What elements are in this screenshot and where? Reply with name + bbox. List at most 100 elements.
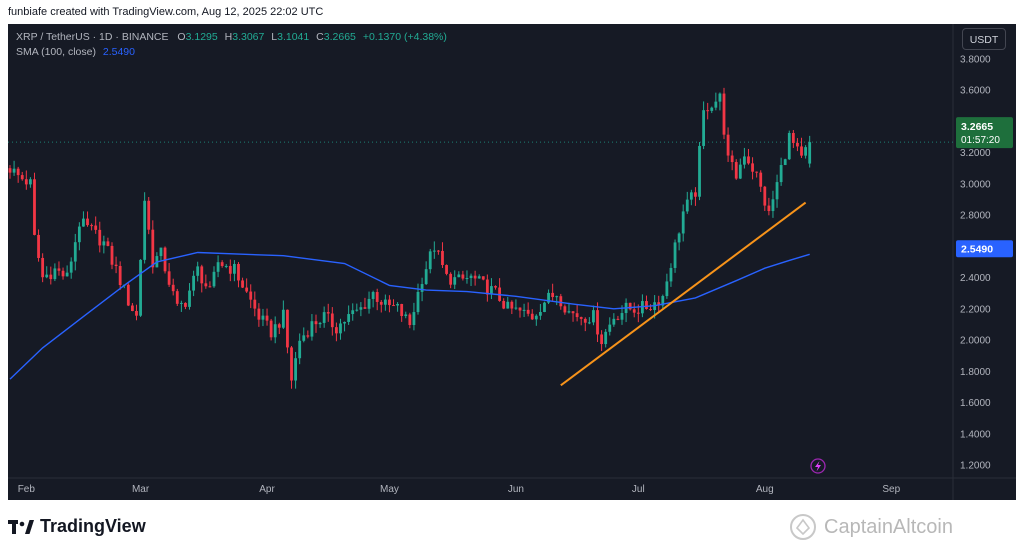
candle-body <box>685 199 689 212</box>
price-chart[interactable]: 1.2000 1.4000 1.6000 1.8000 2.0000 2.2000 2.40… <box>8 24 1016 500</box>
footer: TradingView CaptainAltcoin <box>0 500 1024 553</box>
low-value: 3.1041 <box>277 31 310 43</box>
candle-body <box>151 229 155 268</box>
candle-body <box>16 168 20 176</box>
candle-body <box>61 270 65 277</box>
candles-group <box>8 87 812 389</box>
candle-body <box>290 347 293 381</box>
candle-body <box>41 257 45 278</box>
candle-body <box>420 284 424 292</box>
candle-body <box>787 132 791 160</box>
candle-body <box>628 302 632 310</box>
candle-body <box>57 268 61 271</box>
y-tick-label: 1.2000 <box>960 461 991 472</box>
candle-body <box>457 274 461 278</box>
candle-body <box>29 179 32 185</box>
last-price-badge <box>956 117 1013 149</box>
candle-body <box>33 179 36 235</box>
candle-body <box>383 299 387 305</box>
candle-body <box>249 291 253 300</box>
candle-body <box>330 313 334 328</box>
candle-body <box>269 320 273 338</box>
close-value: 3.2665 <box>323 31 356 43</box>
candle-body <box>53 268 57 280</box>
candle-body <box>77 226 81 243</box>
candle-body <box>567 311 571 313</box>
candle-body <box>302 335 306 341</box>
candle-body <box>808 142 812 164</box>
candle-body <box>437 250 440 252</box>
candle-body <box>167 271 171 285</box>
candle-body <box>636 312 640 314</box>
candle-body <box>796 142 799 147</box>
candle-body <box>510 301 514 309</box>
last-price-text: 3.2665 <box>961 121 993 133</box>
candle-body <box>204 283 208 287</box>
candle-body <box>110 245 114 265</box>
candle-body <box>359 307 363 310</box>
candle-body <box>416 291 420 313</box>
candle-body <box>404 314 408 317</box>
candle-body <box>371 292 375 299</box>
candle-body <box>220 262 224 266</box>
candle-body <box>661 296 665 306</box>
candle-body <box>118 265 122 286</box>
candle-body <box>114 264 118 266</box>
candle-body <box>579 317 583 319</box>
candle-body <box>298 340 302 359</box>
candle-body <box>469 275 473 279</box>
sma-value: 2.5490 <box>102 46 135 58</box>
candle-body <box>339 323 342 334</box>
candle-body <box>600 334 603 345</box>
candle-body <box>490 286 493 295</box>
chart-pane[interactable]: 1.2000 1.4000 1.6000 1.8000 2.0000 2.2000 2.40… <box>8 24 1016 500</box>
open-value: 3.1295 <box>185 31 218 43</box>
candle-body <box>775 182 779 200</box>
candle-body <box>543 302 546 312</box>
symbol-label[interactable]: XRP / TetherUS · 1D · BINANCE <box>16 31 169 43</box>
candle-body <box>428 251 432 270</box>
candle-body <box>351 310 355 315</box>
candle-body <box>673 242 677 268</box>
candle-body <box>400 303 404 317</box>
candle-body <box>441 250 444 266</box>
candle-body <box>514 307 518 309</box>
candle-body <box>388 299 391 306</box>
candle-body <box>245 287 249 292</box>
candle-body <box>539 311 542 316</box>
candle-body <box>306 335 310 337</box>
countdown-text: 01:57:20 <box>961 135 1000 146</box>
candle-body <box>694 192 697 197</box>
candle-body <box>322 312 326 323</box>
candle-body <box>200 266 204 284</box>
tradingview-logo[interactable]: TradingView <box>8 516 146 537</box>
y-tick-label: 2.4000 <box>960 273 991 284</box>
candle-body <box>408 314 412 326</box>
candle-body <box>126 284 130 306</box>
candle-body <box>257 308 261 320</box>
candle-body <box>563 306 567 313</box>
x-tick-label: Jun <box>508 484 524 495</box>
candle-body <box>237 263 240 281</box>
candle-body <box>559 296 563 307</box>
candle-body <box>632 309 636 313</box>
candle-body <box>281 309 285 328</box>
currency-button[interactable]: USDT <box>962 28 1006 50</box>
sma-line <box>9 251 810 380</box>
sma-label[interactable]: SMA (100, close) <box>16 46 96 58</box>
candle-body <box>779 165 783 183</box>
candle-body <box>534 315 538 320</box>
sma-row: SMA (100, close) 2.5490 <box>16 45 447 60</box>
currency-label: USDT <box>969 34 999 46</box>
candle-body <box>286 309 289 348</box>
candle-body <box>131 305 134 311</box>
candle-body <box>689 192 693 200</box>
candle-body <box>188 290 191 307</box>
ohlc-row: XRP / TetherUS · 1D · BINANCE O3.1295 H3… <box>16 30 447 45</box>
candle-body <box>649 309 652 311</box>
candle-body <box>657 302 661 306</box>
candle-body <box>485 279 489 295</box>
candle-body <box>196 266 200 276</box>
candle-body <box>171 284 175 292</box>
candle-body <box>273 324 277 338</box>
